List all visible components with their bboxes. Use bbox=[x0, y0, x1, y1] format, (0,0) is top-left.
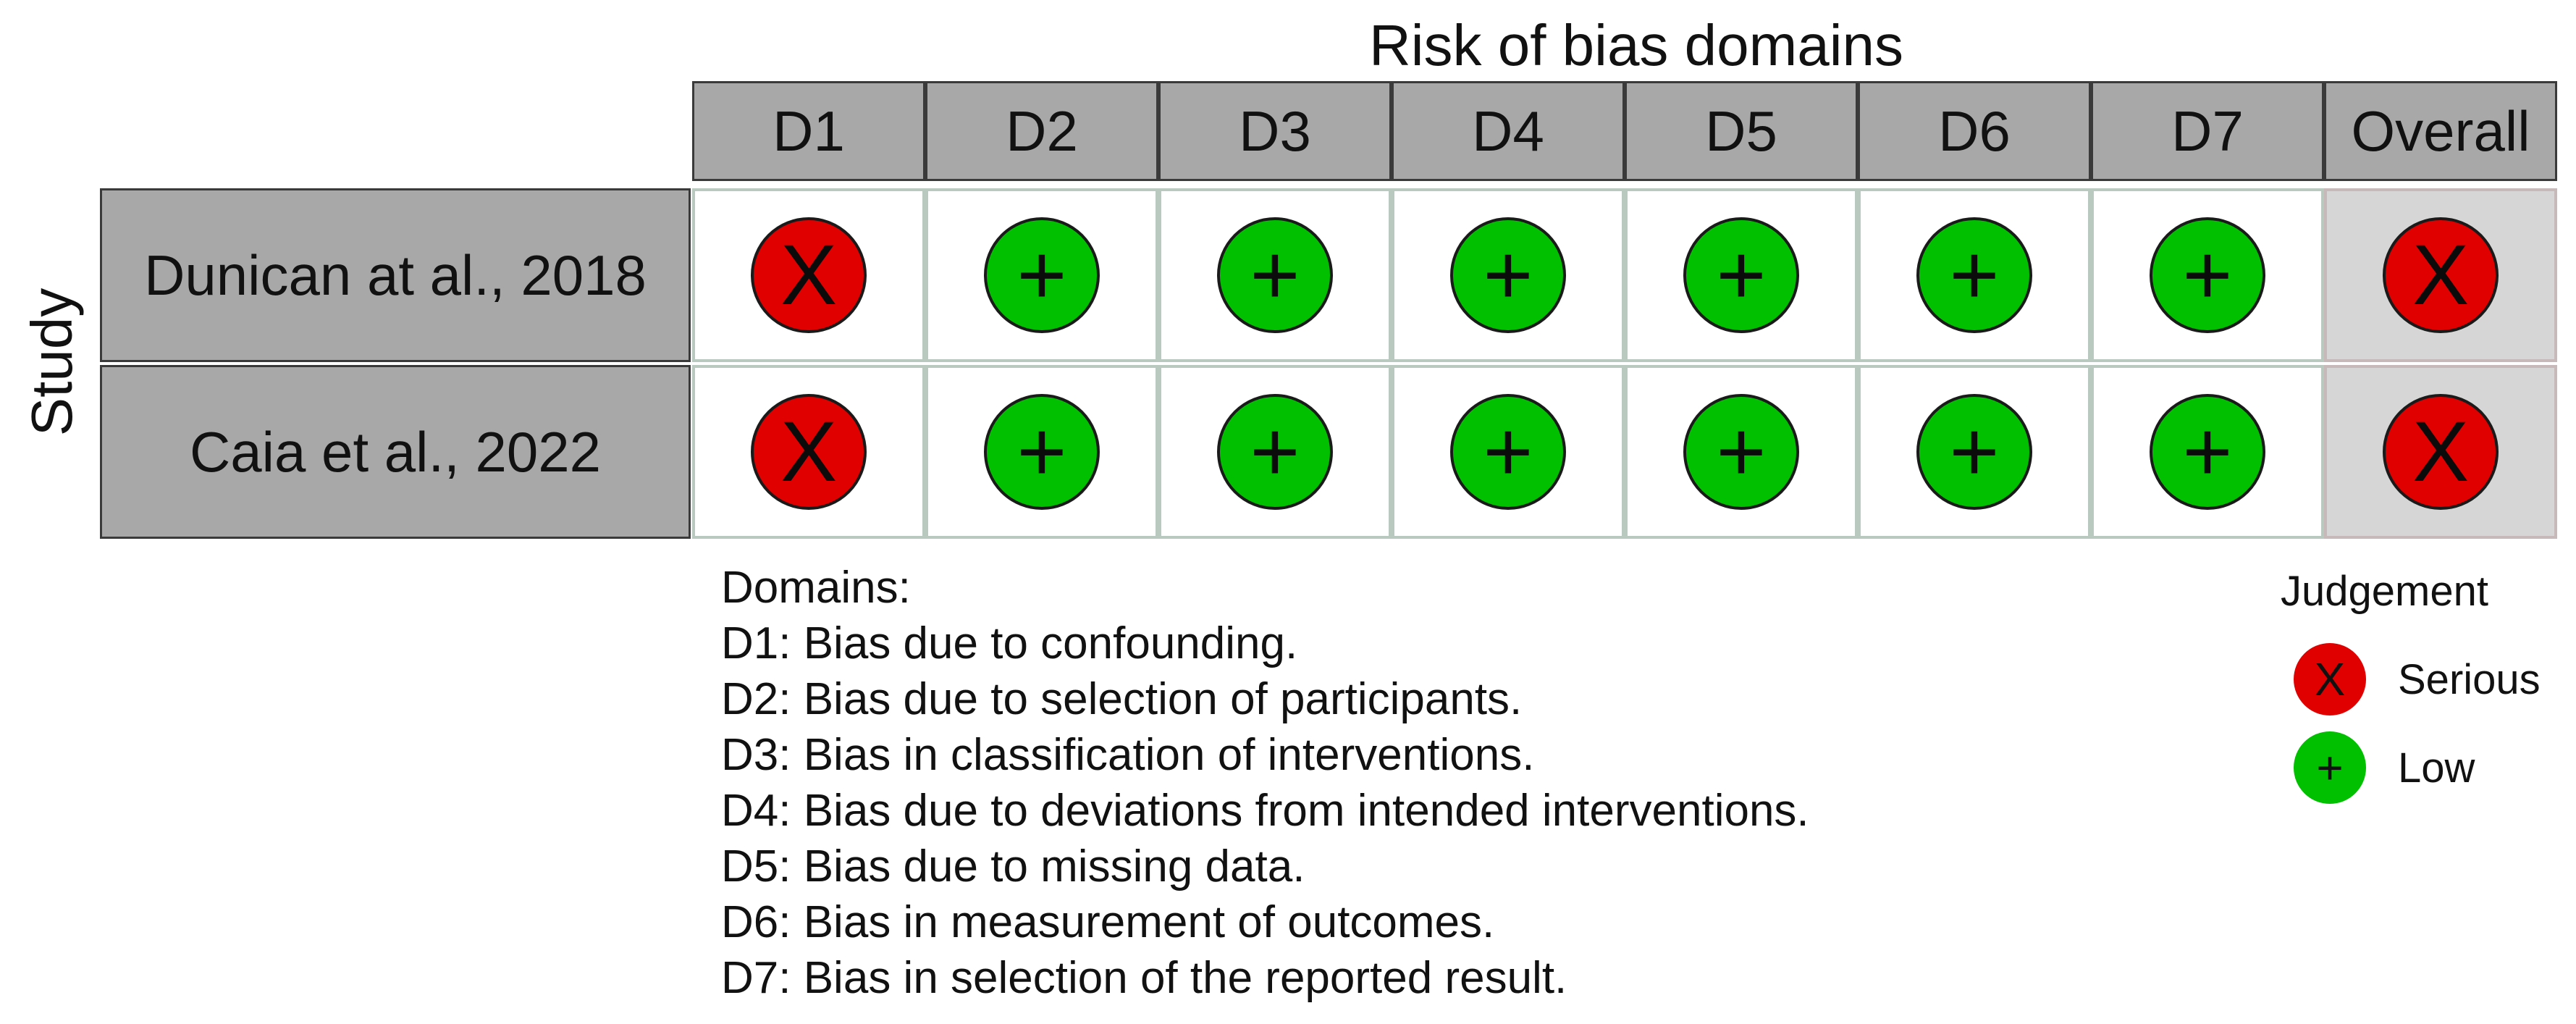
low-icon: + bbox=[1683, 394, 1799, 510]
judgement-cell: + bbox=[925, 188, 1158, 362]
domain-legend-item: D7: Bias in selection of the reported re… bbox=[721, 953, 1567, 1003]
low-icon: + bbox=[1217, 217, 1333, 333]
serious-icon: X bbox=[2383, 394, 2499, 510]
low-icon: + bbox=[1916, 217, 2032, 333]
low-icon: + bbox=[2150, 217, 2265, 333]
domain-legend-item: D6: Bias in measurement of outcomes. bbox=[721, 897, 1495, 947]
header-d6: D6 bbox=[1858, 81, 2091, 181]
header-d7: D7 bbox=[2091, 81, 2324, 181]
low-icon: + bbox=[984, 394, 1100, 510]
domain-legend-item: D5: Bias due to missing data. bbox=[721, 842, 1305, 891]
domain-legend-item: D3: Bias in classification of interventi… bbox=[721, 730, 1535, 780]
low-icon: + bbox=[2294, 731, 2366, 804]
judgement-cell: X bbox=[2324, 188, 2557, 362]
low-icon: + bbox=[1450, 217, 1566, 333]
low-icon: + bbox=[1683, 217, 1799, 333]
serious-icon: X bbox=[2294, 643, 2366, 715]
header-d2: D2 bbox=[925, 81, 1158, 181]
study-axis-label: Study bbox=[20, 288, 84, 437]
serious-icon: X bbox=[2383, 217, 2499, 333]
header-d5: D5 bbox=[1625, 81, 1858, 181]
serious-icon: X bbox=[751, 217, 867, 333]
serious-icon: X bbox=[751, 394, 867, 510]
judgement-cell: X bbox=[692, 365, 925, 539]
legend-label: Low bbox=[2398, 744, 2475, 792]
low-icon: + bbox=[984, 217, 1100, 333]
domain-legend-item: D1: Bias due to confounding. bbox=[721, 618, 1298, 668]
judgement-cell: X bbox=[2324, 365, 2557, 539]
low-icon: + bbox=[1916, 394, 2032, 510]
header-d4: D4 bbox=[1392, 81, 1625, 181]
low-icon: + bbox=[1450, 394, 1566, 510]
judgement-cell: + bbox=[1625, 365, 1858, 539]
domain-legend-item: D4: Bias due to deviations from intended… bbox=[721, 786, 1809, 836]
judgement-cell: + bbox=[1858, 188, 2091, 362]
judgement-cell: + bbox=[925, 365, 1158, 539]
judgement-cell: + bbox=[1392, 188, 1625, 362]
header-overall: Overall bbox=[2324, 81, 2557, 181]
judgement-legend-low: + Low bbox=[2294, 731, 2475, 804]
low-icon: + bbox=[1217, 394, 1333, 510]
study-row-1-label: Dunican at al., 2018 bbox=[100, 188, 691, 362]
domains-legend: Domains: D1: Bias due to confounding. D2… bbox=[721, 560, 1809, 1006]
judgement-cell: X bbox=[692, 188, 925, 362]
figure-title: Risk of bias domains bbox=[1368, 13, 1904, 77]
judgement-cell: + bbox=[1158, 365, 1392, 539]
judgement-legend-serious: X Serious bbox=[2294, 643, 2541, 715]
domains-legend-title: Domains: bbox=[721, 563, 911, 613]
judgement-cell: + bbox=[1392, 365, 1625, 539]
judgement-cell: + bbox=[1158, 188, 1392, 362]
low-icon: + bbox=[2150, 394, 2265, 510]
study-row-2-label: Caia et al., 2022 bbox=[100, 365, 691, 539]
judgement-cell: + bbox=[1858, 365, 2091, 539]
header-d1: D1 bbox=[692, 81, 925, 181]
header-d3: D3 bbox=[1158, 81, 1392, 181]
judgement-cell: + bbox=[2091, 188, 2324, 362]
legend-label: Serious bbox=[2398, 655, 2541, 703]
judgement-legend-title: Judgement bbox=[2281, 568, 2488, 615]
judgement-cell: + bbox=[2091, 365, 2324, 539]
judgement-cell: + bbox=[1625, 188, 1858, 362]
domain-legend-item: D2: Bias due to selection of participant… bbox=[721, 674, 1523, 724]
